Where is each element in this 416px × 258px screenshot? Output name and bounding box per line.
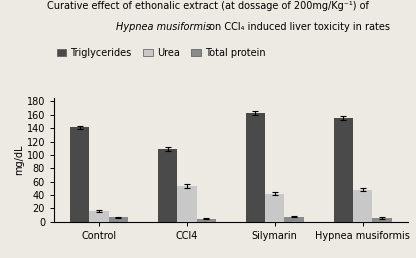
Bar bbox=[353, 190, 372, 222]
Bar bbox=[89, 211, 109, 222]
Y-axis label: mg/dL: mg/dL bbox=[14, 145, 24, 175]
Legend: Triglycerides, Urea, Total protein: Triglycerides, Urea, Total protein bbox=[55, 46, 267, 60]
Bar bbox=[70, 127, 89, 222]
Text: Hypnea musiformis: Hypnea musiformis bbox=[116, 22, 211, 32]
Bar bbox=[177, 186, 197, 222]
Text: on CCl₄ induced liver toxicity in rates: on CCl₄ induced liver toxicity in rates bbox=[206, 22, 390, 32]
Bar bbox=[372, 218, 391, 222]
Bar bbox=[246, 113, 265, 222]
Text: Curative effect of ethonalic extract (at dossage of 200mg/Kg⁻¹) of: Curative effect of ethonalic extract (at… bbox=[47, 1, 369, 11]
Bar bbox=[285, 216, 304, 222]
Bar bbox=[158, 149, 177, 222]
Bar bbox=[334, 118, 353, 222]
Bar bbox=[109, 217, 128, 222]
Bar bbox=[197, 219, 216, 222]
Bar bbox=[265, 194, 285, 222]
